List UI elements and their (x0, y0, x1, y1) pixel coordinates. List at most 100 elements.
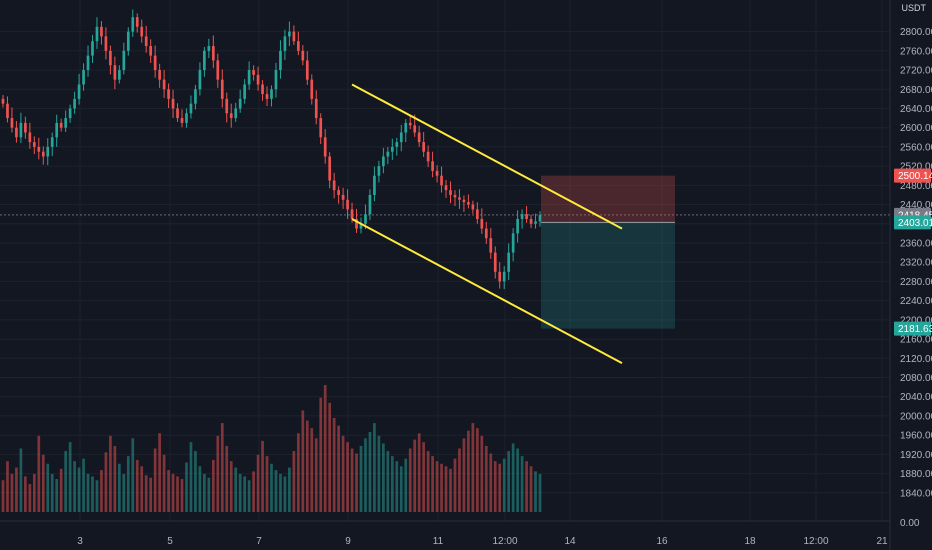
candle-body (46, 146, 50, 157)
candle-body (118, 70, 121, 80)
descending-channel[interactable] (351, 83, 623, 364)
candle-body (453, 194, 457, 198)
candle-body (435, 170, 439, 176)
time-tick-label: 9 (345, 536, 351, 547)
candle-body (113, 65, 117, 80)
candle-body (467, 202, 470, 205)
time-tick-label: 12:00 (492, 536, 517, 547)
candle-body (28, 132, 32, 143)
volume-bar (314, 438, 318, 512)
volume-bar (194, 451, 197, 512)
volume-bar (41, 454, 45, 512)
candle-body (225, 98, 229, 114)
volume-bar (118, 463, 121, 512)
candle-body (41, 151, 45, 157)
stop-loss-zone (541, 175, 675, 223)
volume-bar (511, 443, 515, 512)
volume-bar (538, 473, 542, 512)
candle-body (32, 142, 36, 147)
candle-body (1, 98, 5, 104)
candle-body (408, 122, 412, 126)
candle-body (104, 36, 108, 51)
volume-bar (243, 476, 246, 512)
volume-bar (189, 442, 193, 512)
price-tick-label: 2600.00 (900, 123, 932, 134)
candle-body (243, 84, 246, 99)
volume-bar (180, 478, 184, 512)
volume-bar (319, 397, 323, 512)
candle-body (301, 50, 305, 61)
volume-bar (265, 456, 269, 512)
candle-body (480, 218, 484, 229)
candle-body (364, 214, 367, 224)
price-tick-label: 2240.00 (900, 296, 932, 307)
candle-body (100, 26, 103, 37)
candle-body (292, 31, 296, 42)
candle-body (395, 142, 399, 147)
candle-body (346, 199, 349, 210)
time-axis[interactable]: 3 5 7 9 11 12:00 14 16 18 12:00 21 (0, 520, 890, 547)
price-badge-label: 2500.14 (898, 171, 932, 182)
volume-bar (176, 476, 179, 512)
short-position-tool[interactable] (541, 175, 675, 329)
price-axis[interactable]: 2800.00 2760.00 2720.00 2680.00 2640.00 2600.… (889, 0, 932, 550)
volume-bar (516, 448, 519, 512)
volume-bar (140, 466, 144, 512)
volume-bar (413, 439, 417, 512)
candle-body (525, 214, 528, 219)
volume-bar (82, 458, 85, 512)
candle-body (180, 118, 184, 123)
candle-body (422, 142, 425, 152)
take-profit-zone (541, 222, 675, 329)
candle-body (297, 41, 300, 51)
volume-bar (382, 443, 385, 512)
time-tick-label: 21 (876, 536, 888, 547)
price-tick-label: 2640.00 (900, 104, 932, 115)
candle-body (323, 137, 327, 157)
candle-body (256, 74, 260, 85)
candle-body (390, 146, 394, 152)
volume-bar (377, 435, 381, 512)
candle-body (82, 70, 85, 85)
volume-bar (364, 438, 367, 512)
channel-lower-line (351, 218, 623, 364)
candle-body (399, 132, 403, 143)
candle-body (332, 180, 336, 191)
price-tick-label: 1880.00 (900, 469, 932, 480)
candle-body (310, 79, 314, 99)
volume-bar (6, 461, 9, 512)
candle-body (462, 199, 466, 203)
candle-body (417, 132, 421, 143)
candle-body (37, 146, 41, 152)
candle-body (305, 60, 309, 80)
volume-bar (297, 433, 300, 512)
volume-bar (458, 448, 461, 512)
candle-body (135, 17, 139, 27)
volume-bar (131, 438, 135, 512)
candle-body (274, 70, 278, 90)
volume-bar (203, 473, 206, 512)
candle-body (167, 89, 170, 99)
price-tick-label: 2720.00 (900, 66, 932, 77)
volume-bar (520, 456, 524, 512)
price-tick-label: 2560.00 (900, 142, 932, 153)
volume-bar (395, 461, 399, 512)
volume-bar (493, 461, 497, 512)
candle-body (194, 89, 197, 104)
candle-body (207, 46, 211, 51)
price-badge-label: 2181.63 (898, 324, 932, 335)
price-badge (894, 321, 931, 336)
candle-body (64, 118, 67, 128)
volume-bar (502, 458, 506, 512)
candle-body (426, 151, 430, 162)
time-tick-label: 18 (744, 536, 756, 547)
candle-body (511, 233, 515, 253)
volume-bar (73, 461, 76, 512)
volume-bar (256, 454, 260, 512)
time-tick-label: 3 (77, 536, 83, 547)
candle-body (122, 50, 126, 71)
volume-bar (386, 451, 390, 512)
candle-body (162, 79, 166, 90)
candle-body (350, 209, 354, 219)
